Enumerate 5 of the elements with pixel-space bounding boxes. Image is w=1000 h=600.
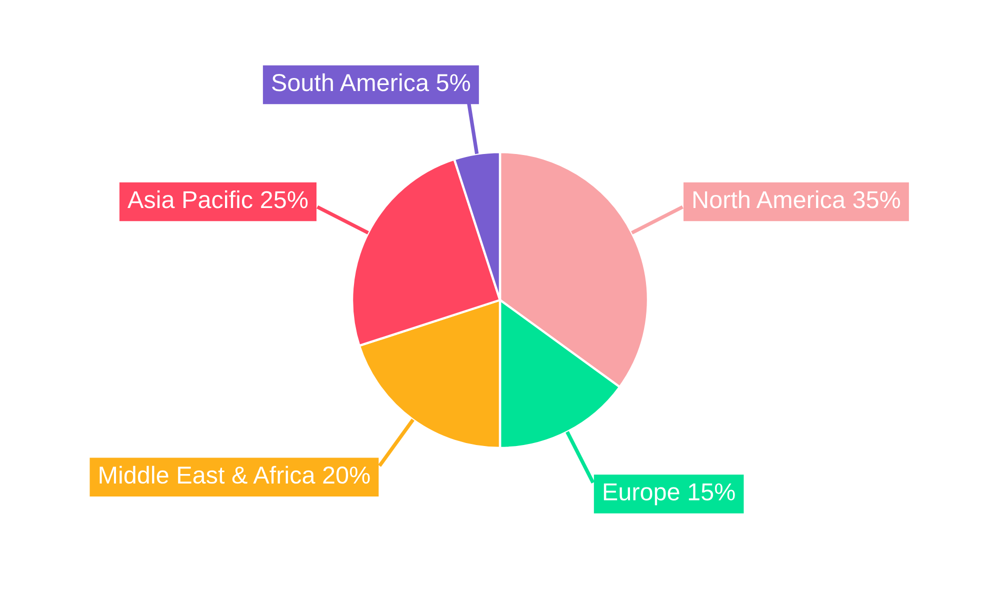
slice-label: South America 5% — [272, 73, 470, 92]
slice-label: North America 35% — [694, 190, 900, 208]
slice-label: Europe 15% — [604, 483, 735, 506]
slice-label: Asia Pacific 25% — [128, 190, 308, 208]
slice-label: Middle East & Africa 20% — [100, 466, 370, 484]
